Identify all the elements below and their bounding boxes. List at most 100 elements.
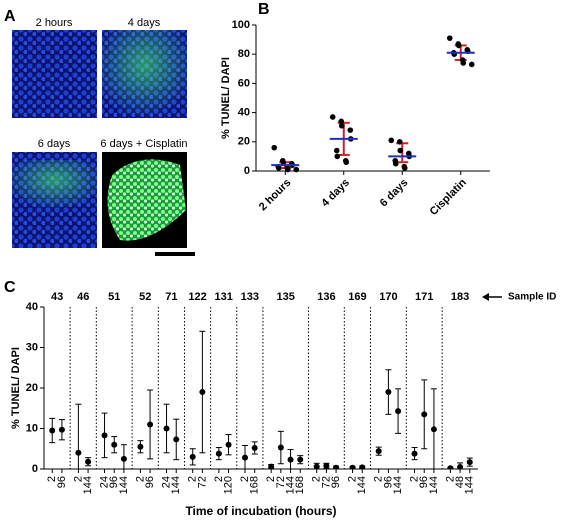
data-point bbox=[430, 426, 437, 433]
x-tick-label: 144 bbox=[118, 476, 130, 494]
panel-label: C bbox=[4, 279, 16, 296]
data-point bbox=[388, 137, 395, 144]
annotation: Sample ID bbox=[508, 292, 556, 303]
panel-label: A bbox=[4, 8, 16, 25]
plot-area bbox=[49, 330, 473, 469]
data-point bbox=[343, 159, 350, 166]
y-tick-label: 0 bbox=[32, 463, 38, 475]
x-tick-label: 96 bbox=[108, 476, 120, 488]
data-point bbox=[457, 463, 464, 469]
y-tick-label: 20 bbox=[26, 382, 38, 394]
data-point bbox=[338, 122, 345, 129]
data-point bbox=[395, 408, 402, 415]
x-tick-label: 2 bbox=[213, 476, 225, 482]
sample-id: 52 bbox=[139, 291, 151, 303]
annotation-arrowhead bbox=[482, 293, 489, 301]
data-point bbox=[173, 436, 180, 443]
x-tick-label: 96 bbox=[382, 476, 394, 488]
data-point bbox=[375, 448, 382, 455]
x-tick-label: 144 bbox=[428, 476, 440, 494]
x-tick-label: 144 bbox=[284, 476, 296, 494]
x-tick-label: 6 days bbox=[378, 177, 411, 210]
data-point bbox=[111, 441, 118, 448]
x-axis-label: Time of incubation (hours) bbox=[185, 504, 336, 518]
x-tick-label: 144 bbox=[392, 476, 404, 494]
data-point bbox=[268, 463, 275, 469]
data-point bbox=[277, 444, 284, 451]
x-tick-label: 168 bbox=[249, 476, 261, 494]
data-point bbox=[334, 153, 341, 160]
data-point bbox=[460, 60, 467, 66]
x-tick-label: 96 bbox=[330, 476, 342, 488]
data-point bbox=[251, 444, 258, 451]
data-point bbox=[271, 144, 278, 151]
sample-id: 183 bbox=[451, 291, 469, 303]
x-tick-label: 72 bbox=[320, 476, 332, 488]
x-tick-label: 144 bbox=[356, 476, 368, 494]
data-point bbox=[85, 458, 92, 465]
panel-label: B bbox=[258, 1, 270, 18]
data-point bbox=[275, 165, 282, 171]
x-tick-label: 4 days bbox=[319, 177, 352, 210]
data-point bbox=[411, 450, 418, 457]
x-tick-label: 2 bbox=[265, 476, 277, 482]
micrographs: 2 hours 4 days 6 days 6 days + Cisplatin bbox=[12, 17, 195, 256]
x-tick-label: 2 hours bbox=[257, 177, 294, 214]
micrograph bbox=[12, 30, 97, 118]
data-point bbox=[421, 411, 428, 418]
x-tick-label: 2 bbox=[134, 476, 146, 482]
micrograph-signal bbox=[102, 30, 187, 118]
y-tick-label: 0 bbox=[244, 165, 250, 177]
data-point bbox=[163, 425, 170, 432]
x-tick-label: 72 bbox=[196, 476, 208, 488]
x-tick-label: 2 bbox=[46, 476, 58, 482]
data-point bbox=[287, 456, 294, 463]
data-point bbox=[297, 456, 304, 463]
data-point bbox=[349, 464, 356, 469]
sample-id: 136 bbox=[317, 291, 335, 303]
x-tick-label: 48 bbox=[454, 476, 466, 488]
x-tick-label: 2 bbox=[239, 476, 251, 482]
y-tick-label: 40 bbox=[238, 107, 250, 119]
micrograph-signal bbox=[107, 159, 186, 241]
sample-id: 71 bbox=[165, 291, 177, 303]
data-point bbox=[333, 464, 340, 469]
x-tick-label: 2 bbox=[311, 476, 323, 482]
sample-id: 135 bbox=[277, 291, 295, 303]
x-tick-label: Cisplatin bbox=[428, 176, 470, 218]
y-tick-label: 20 bbox=[238, 136, 250, 148]
x-tick-label: 2 bbox=[408, 476, 420, 482]
x-tick-label: 24 bbox=[98, 476, 110, 488]
image-label: 4 days bbox=[128, 17, 161, 29]
image-label: 6 days bbox=[38, 138, 71, 150]
y-tick-label: 40 bbox=[26, 301, 38, 313]
x-tick-label: 72 bbox=[275, 476, 287, 488]
data-point bbox=[313, 463, 320, 469]
data-point bbox=[333, 147, 340, 154]
sample-id: 170 bbox=[379, 291, 397, 303]
data-point bbox=[215, 450, 222, 457]
sample-id: 133 bbox=[241, 291, 259, 303]
data-point bbox=[385, 389, 392, 396]
sample-id: 131 bbox=[215, 291, 233, 303]
x-tick-label: 96 bbox=[418, 476, 430, 488]
y-tick-label: 30 bbox=[26, 341, 38, 353]
data-point bbox=[447, 465, 454, 469]
data-point bbox=[323, 462, 330, 469]
data-point bbox=[347, 127, 354, 133]
data-point bbox=[137, 443, 144, 450]
x-tick-label: 2 bbox=[187, 476, 199, 482]
data-point bbox=[396, 139, 403, 145]
data-point bbox=[392, 160, 399, 167]
x-tick-label: 168 bbox=[294, 476, 306, 494]
y-axis-label: % TUNEL/ DAPI bbox=[10, 347, 22, 429]
scale-bar bbox=[155, 252, 195, 256]
data-point bbox=[101, 432, 108, 439]
x-tick-label: 2 bbox=[373, 476, 385, 482]
data-point bbox=[466, 459, 473, 466]
sample-id: 171 bbox=[415, 291, 433, 303]
x-tick-label: 2 bbox=[444, 476, 456, 482]
data-point bbox=[329, 114, 336, 120]
x-tick-label: 2 bbox=[72, 476, 84, 482]
data-point bbox=[455, 42, 462, 49]
